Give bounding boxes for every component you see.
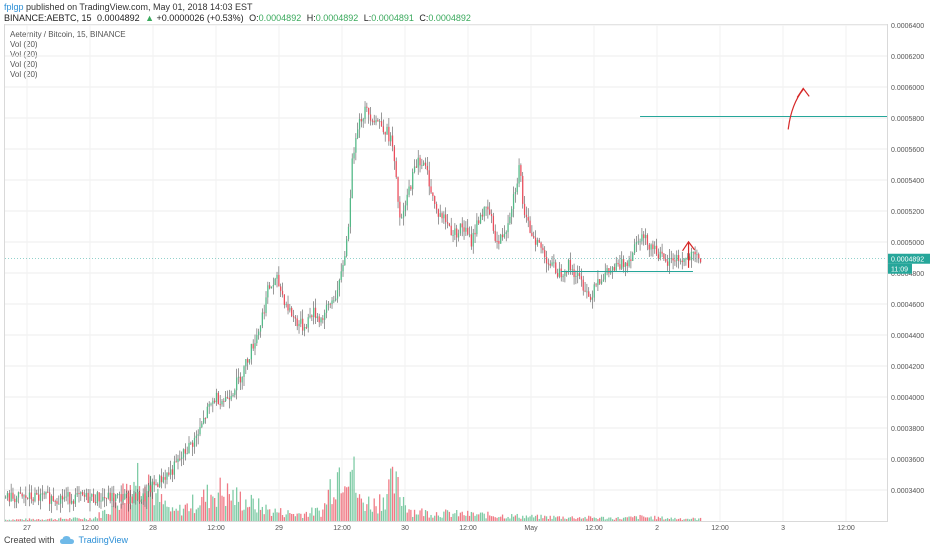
- x-tick-label: 29: [275, 525, 283, 532]
- tradingview-brand[interactable]: TradingView: [78, 535, 129, 545]
- y-tick-label: 0.0004400: [891, 333, 924, 340]
- y-tick-label: 0.0006400: [891, 23, 924, 30]
- legend-vol-4[interactable]: Vol (20): [10, 70, 38, 79]
- change-value: +0.0000026 (+0.53%): [156, 13, 244, 23]
- y-tick-label: 0.0005800: [891, 116, 924, 123]
- y-tick-label: 0.0003800: [891, 426, 924, 433]
- y-tick-label: 0.0003400: [891, 488, 924, 495]
- close-value: 0.0004892: [428, 13, 471, 23]
- y-tick-label: 0.0006200: [891, 54, 924, 61]
- y-tick-label: 0.0004800: [891, 271, 924, 278]
- x-tick-label: May: [524, 525, 538, 532]
- y-tick-label: 0.0004200: [891, 364, 924, 371]
- x-tick-label: 3: [781, 525, 785, 532]
- y-tick-label: 0.0004000: [891, 395, 924, 402]
- x-tick-label: 12:00: [207, 525, 225, 532]
- chart-legend: Aeternity / Bitcoin, 15, BINANCE Vol (20…: [10, 30, 126, 80]
- y-tick-label: 0.0005000: [891, 240, 924, 247]
- last-price-tag: [888, 253, 930, 264]
- chart-area[interactable]: [4, 24, 888, 522]
- change-arrow-icon: ▲: [145, 13, 155, 23]
- publisher-username[interactable]: fplgp: [4, 2, 24, 12]
- x-tick-label: 12:00: [837, 525, 855, 532]
- tradingview-cloud-icon: [59, 536, 74, 544]
- y-tick-label: 0.0006000: [891, 85, 924, 92]
- x-tick-label: 27: [23, 525, 31, 532]
- legend-title: Aeternity / Bitcoin, 15, BINANCE: [10, 30, 126, 39]
- low-label: L:: [363, 13, 372, 23]
- created-with-text: Created with: [4, 535, 55, 545]
- footer: Created with TradingView: [4, 535, 128, 545]
- publish-header: fplgp published on TradingView.com, May …: [4, 2, 253, 12]
- countdown-tag: [888, 263, 912, 274]
- symbol-label: BINANCE:AEBTC, 15: [4, 13, 92, 23]
- x-tick-label: 12:00: [333, 525, 351, 532]
- x-tick-label: 28: [149, 525, 157, 532]
- legend-vol-1[interactable]: Vol (20): [10, 40, 38, 49]
- low-value: 0.0004891: [371, 13, 414, 23]
- y-tick-label: 0.0004600: [891, 302, 924, 309]
- close-label: C:: [419, 13, 429, 23]
- high-value: 0.0004892: [315, 13, 359, 23]
- x-tick-label: 12:00: [585, 525, 603, 532]
- legend-vol-3[interactable]: Vol (20): [10, 60, 38, 69]
- last-price: 0.0004892: [97, 13, 140, 23]
- published-text: published on TradingView.com, May 01, 20…: [26, 2, 253, 12]
- high-label: H:: [306, 13, 316, 23]
- legend-vol-2[interactable]: Vol (20): [10, 50, 38, 59]
- last-price-label: 0.0004892: [891, 257, 924, 264]
- x-tick-label: 2: [655, 525, 659, 532]
- open-value: 0.0004892: [258, 13, 302, 23]
- y-tick-label: 0.0003600: [891, 457, 924, 464]
- y-tick-label: 0.0005600: [891, 147, 924, 154]
- x-tick-label: 12:00: [81, 525, 99, 532]
- x-tick-label: 12:00: [459, 525, 477, 532]
- y-tick-label: 0.0005400: [891, 178, 924, 185]
- x-tick-label: 30: [401, 525, 409, 532]
- open-label: O:: [249, 13, 259, 23]
- y-tick-label: 0.0005200: [891, 209, 924, 216]
- countdown-label: 11:09: [891, 267, 908, 274]
- ohlc-header: BINANCE:AEBTC, 15 0.0004892 ▲ +0.0000026…: [4, 13, 471, 23]
- x-tick-label: 12:00: [711, 525, 729, 532]
